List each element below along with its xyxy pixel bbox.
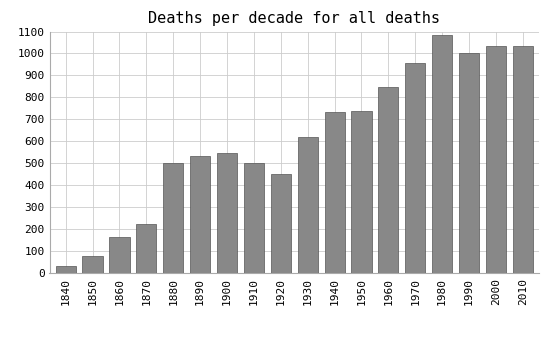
Bar [405, 63, 425, 273]
Bar [459, 54, 479, 273]
Title: Deaths per decade for all deaths: Deaths per decade for all deaths [148, 11, 440, 26]
Bar [432, 35, 452, 273]
Bar [217, 153, 237, 273]
Bar [190, 156, 210, 273]
Bar [82, 256, 103, 273]
Bar [298, 137, 318, 273]
Bar [244, 163, 264, 273]
Bar [136, 224, 156, 273]
Bar [56, 266, 76, 273]
Bar [351, 111, 372, 273]
Bar [109, 237, 129, 273]
Bar [513, 46, 533, 273]
Bar [324, 112, 345, 273]
Bar [378, 87, 398, 273]
Bar [271, 174, 291, 273]
Bar [486, 46, 506, 273]
Bar [163, 162, 183, 273]
